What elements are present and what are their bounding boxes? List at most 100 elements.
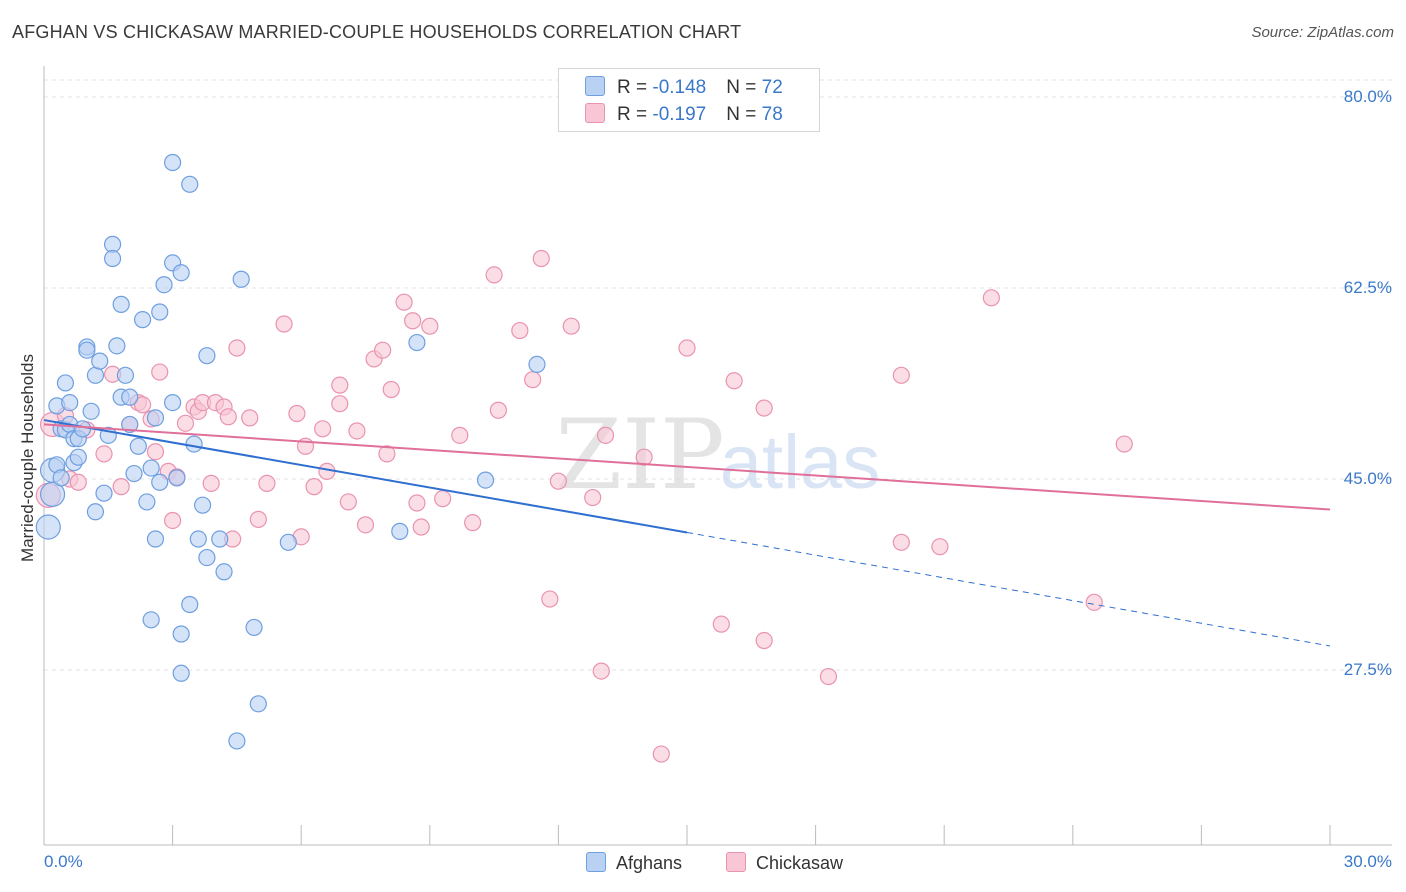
afghans-point — [245, 618, 263, 637]
chickasaw-point — [95, 445, 113, 463]
chickasaw-point — [219, 408, 237, 426]
afghans-point — [228, 732, 246, 750]
legend-box: R = -0.148 N = 72 R = -0.197 N = 78 — [558, 68, 820, 132]
chickasaw-point — [258, 474, 276, 492]
afghans-point — [232, 270, 250, 288]
bottom-legend-swatch-afghans — [586, 852, 606, 872]
chickasaw-point — [755, 399, 773, 417]
afghans-point — [215, 563, 233, 581]
chickasaw-point — [164, 511, 182, 530]
axes — [43, 66, 1392, 846]
chickasaw-point — [69, 473, 87, 491]
y-axis-label: Married-couple Households — [18, 354, 37, 562]
afghans-point — [189, 530, 207, 548]
chickasaw-point — [356, 516, 375, 534]
chickasaw-point — [725, 372, 743, 390]
legend-r-value-chickasaw: -0.197 — [652, 104, 707, 125]
chickasaw-point — [151, 363, 169, 381]
chickasaw-point — [374, 341, 392, 359]
chickasaw-point — [412, 518, 430, 536]
legend-n-value-chickasaw: 78 — [761, 104, 783, 125]
afghans-point — [194, 496, 212, 514]
afghans-point — [121, 415, 139, 434]
afghans-point — [146, 409, 165, 427]
chickasaw-point — [652, 745, 670, 763]
afghans-point — [172, 664, 190, 682]
chickasaw-point — [584, 488, 602, 507]
x-tick-label-min: 0.0% — [44, 852, 83, 871]
source-label: Source: ZipAtlas.com — [1251, 24, 1394, 41]
chickasaw-point — [378, 445, 396, 463]
afghans-point — [112, 295, 130, 313]
chickasaw-point — [146, 443, 165, 461]
afghans-point — [172, 625, 190, 643]
afghans-point — [82, 402, 100, 420]
legend-swatch-chickasaw — [585, 103, 605, 123]
chickasaw-point — [892, 366, 910, 384]
bottom-legend-swatch-chickasaw — [726, 852, 746, 872]
afghans-point — [198, 548, 216, 567]
chickasaw-point — [678, 339, 696, 357]
afghans-point — [408, 333, 426, 352]
afghans-point — [142, 611, 160, 629]
bottom-legend-label-chickasaw: Chickasaw — [756, 853, 844, 873]
chickasaw-point — [202, 474, 220, 492]
chickasaw-point — [592, 662, 610, 680]
y-tick-label: 80.0% — [1343, 87, 1392, 106]
afghans-point — [172, 264, 190, 282]
afghans-point — [198, 347, 216, 365]
chickasaw-point — [489, 401, 507, 419]
chickasaw-point — [176, 414, 195, 432]
chickasaw-point — [931, 538, 949, 556]
chickasaw-point — [305, 478, 323, 496]
chickasaw-point — [331, 376, 349, 394]
afghans-point — [116, 366, 135, 384]
afghans-point — [391, 522, 409, 540]
legend-r-label: R = — [617, 77, 653, 98]
afghans-point — [138, 493, 156, 511]
afghans-point — [476, 471, 495, 489]
legend-r-value-afghans: -0.148 — [652, 77, 707, 98]
chickasaw-point — [331, 395, 349, 413]
afghans-point — [146, 530, 165, 548]
afghans-point — [249, 695, 267, 713]
chickasaw-point — [541, 590, 559, 608]
afghans-point — [91, 352, 109, 370]
chickasaw-point — [249, 510, 267, 528]
afghans-point — [103, 249, 122, 268]
chickasaw-point — [434, 490, 452, 508]
legend-row-afghans: R = -0.148 N = 72 — [585, 76, 783, 99]
chickasaw-point — [635, 448, 653, 466]
afghans-point — [52, 469, 70, 487]
chickasaw-point — [1115, 435, 1133, 453]
chickasaw-trend-line — [43, 423, 1331, 511]
chickasaw-point — [485, 266, 503, 284]
afghans-trend-line — [43, 419, 688, 534]
afghans-trend-extension — [686, 531, 1331, 647]
afghans-point — [61, 394, 79, 412]
chickasaw-point — [549, 472, 568, 490]
chickasaw-point — [241, 409, 259, 427]
afghans-point — [86, 366, 105, 384]
chickasaw-point — [421, 317, 439, 335]
afghans-point — [69, 448, 87, 466]
afghans-point — [95, 484, 113, 502]
afghans-point — [35, 514, 61, 540]
bottom-legend-afghans: Afghans — [586, 852, 682, 874]
trend-lines — [43, 419, 1331, 647]
afghans-point — [129, 437, 147, 455]
chickasaw-point — [892, 533, 910, 551]
y-tick-label: 45.0% — [1343, 469, 1392, 488]
chickasaw-point — [339, 493, 357, 511]
afghans-point — [56, 374, 75, 392]
chickasaw-point — [982, 289, 1000, 307]
afghans-point — [528, 355, 546, 373]
chickasaw-point — [382, 380, 400, 399]
afghans-point — [164, 153, 182, 172]
afghans-point — [211, 530, 229, 548]
y-tick-label: 62.5% — [1343, 278, 1392, 297]
afghans-point — [279, 533, 297, 551]
afghans-point — [125, 464, 143, 483]
chickasaw-point — [228, 339, 246, 357]
chickasaw-point — [395, 293, 413, 311]
